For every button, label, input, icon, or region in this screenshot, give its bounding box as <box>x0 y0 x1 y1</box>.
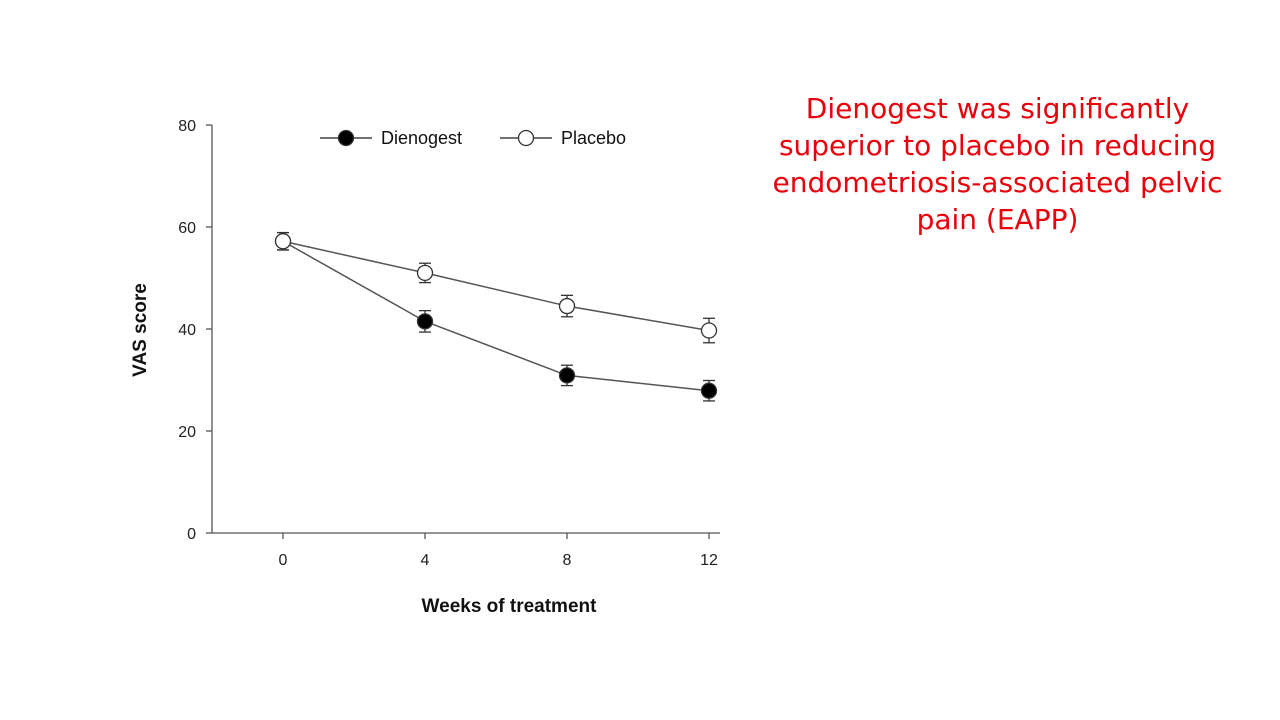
x-axis: 0 4 8 12 Weeks of treatment <box>212 532 720 617</box>
legend-label: Dienogest <box>381 128 462 148</box>
legend-label: Placebo <box>561 128 626 148</box>
data-point <box>416 264 434 282</box>
x-tick-label: 0 <box>279 552 288 569</box>
y-axis: 0 20 40 60 80 VAS score <box>130 118 213 543</box>
series-line <box>282 240 710 392</box>
data-point <box>274 233 292 250</box>
legend: Dienogest Placebo <box>320 128 626 148</box>
vas-score-line-chart: 0 20 40 60 80 VAS score 0 4 8 12 Weeks of treat… <box>130 118 720 617</box>
y-tick-label: 20 <box>178 424 196 441</box>
y-tick-label: 80 <box>178 118 196 135</box>
series-dienogest <box>274 231 718 402</box>
plot-area <box>274 231 718 402</box>
data-point <box>558 367 576 384</box>
series-placebo <box>274 231 718 344</box>
data-point <box>700 322 718 339</box>
y-axis-title: VAS score <box>130 283 151 377</box>
series-line <box>282 240 710 332</box>
legend-item-dienogest: Dienogest <box>320 128 462 148</box>
x-tick-label: 4 <box>421 552 430 569</box>
x-tick-label: 12 <box>700 552 718 569</box>
x-tick-label: 8 <box>563 552 572 569</box>
slide-caption: Dienogest was significantly superior to … <box>772 92 1223 236</box>
legend-marker <box>517 129 535 147</box>
y-tick-label: 0 <box>187 526 196 543</box>
legend-item-placebo: Placebo <box>500 128 626 148</box>
x-axis-title: Weeks of treatment <box>422 596 598 617</box>
data-point <box>558 297 576 315</box>
data-point <box>416 313 434 330</box>
data-point <box>700 382 718 399</box>
y-tick-label: 40 <box>178 322 196 339</box>
y-tick-label: 60 <box>178 220 196 237</box>
legend-marker <box>337 129 355 147</box>
